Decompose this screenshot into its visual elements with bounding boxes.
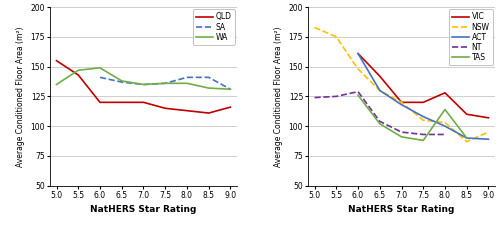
- X-axis label: NatHERS Star Rating: NatHERS Star Rating: [348, 205, 455, 214]
- Y-axis label: Average Conditioned Floor Area (m²): Average Conditioned Floor Area (m²): [274, 26, 283, 167]
- Legend: QLD, SA, WA: QLD, SA, WA: [192, 10, 234, 45]
- Y-axis label: Average Conditioned Floor Area (m²): Average Conditioned Floor Area (m²): [16, 26, 25, 167]
- X-axis label: NatHERS Star Rating: NatHERS Star Rating: [90, 205, 196, 214]
- Legend: VIC, NSW, ACT, NT, TAS: VIC, NSW, ACT, NT, TAS: [448, 10, 492, 65]
